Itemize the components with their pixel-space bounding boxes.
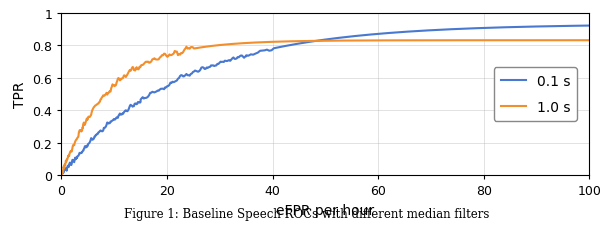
1.0 s [454,40,462,43]
1.0 s [58,173,66,176]
0.1 s [58,171,65,174]
Text: Figure 1: Baseline Speech ROCs with different median filters: Figure 1: Baseline Speech ROCs with diff… [124,207,490,220]
1.0 s [457,40,464,43]
0.1 s [147,92,155,95]
Y-axis label: TPR: TPR [13,81,27,108]
1.0 s [58,170,65,173]
1.0 s [61,165,68,168]
1.0 s [84,118,91,121]
1.0 s [138,64,146,67]
0.1 s [454,28,462,31]
0.1 s [60,172,67,175]
0.1 s [84,145,91,148]
0.1 s [586,25,593,28]
X-axis label: eFPR per hour: eFPR per hour [276,203,375,217]
Legend: 0.1 s, 1.0 s: 0.1 s, 1.0 s [494,68,577,122]
0.1 s [457,28,464,31]
1.0 s [147,61,155,63]
Line: 0.1 s: 0.1 s [61,27,589,173]
1.0 s [586,40,593,42]
0.1 s [138,97,146,100]
0.1 s [61,169,68,171]
Line: 1.0 s: 1.0 s [61,41,589,174]
